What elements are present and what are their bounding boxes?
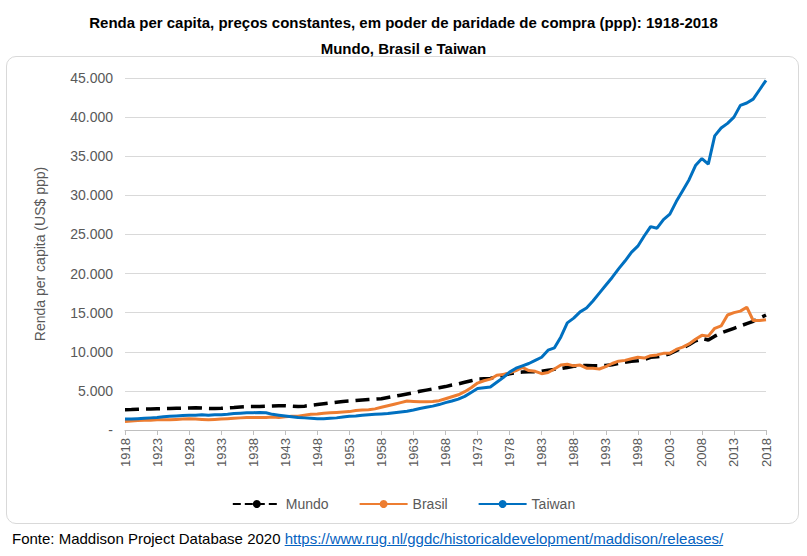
svg-text:1953: 1953 [342,438,357,467]
svg-text:Taiwan: Taiwan [532,496,576,512]
svg-text:Mundo, Brasil e Taiwan: Mundo, Brasil e Taiwan [321,40,487,57]
svg-text:2008: 2008 [694,438,709,467]
svg-text:1988: 1988 [566,438,581,467]
svg-text:40.000: 40.000 [70,109,113,125]
svg-text:-: - [108,422,113,438]
svg-text:Renda per capita (US$ ppp): Renda per capita (US$ ppp) [32,167,48,341]
svg-text:1963: 1963 [406,438,421,467]
svg-text:1928: 1928 [182,438,197,467]
svg-text:1968: 1968 [438,438,453,467]
svg-text:Brasil: Brasil [413,496,448,512]
svg-text:1983: 1983 [534,438,549,467]
svg-text:25.000: 25.000 [70,226,113,242]
svg-text:1978: 1978 [502,438,517,467]
svg-text:1943: 1943 [278,438,293,467]
svg-text:1948: 1948 [310,438,325,467]
html-text:Fonte: Maddison Project Databa: Fonte: Maddison Project Database 2020 ht… [12,530,724,547]
svg-text:1958: 1958 [374,438,389,467]
svg-text:Renda per capita, preços const: Renda per capita, preços constantes, em … [89,14,718,31]
svg-text:1993: 1993 [598,438,613,467]
svg-text:1938: 1938 [246,438,261,467]
svg-text:1923: 1923 [150,438,165,467]
svg-text:Mundo: Mundo [286,496,329,512]
svg-text:15.000: 15.000 [70,305,113,321]
svg-text:20.000: 20.000 [70,266,113,282]
svg-text:2018: 2018 [759,438,774,467]
svg-text:1998: 1998 [630,438,645,467]
svg-text:45.000: 45.000 [70,70,113,86]
svg-text:2013: 2013 [726,438,741,467]
svg-text:2003: 2003 [662,438,677,467]
svg-text:1973: 1973 [470,438,485,467]
svg-text:30.000: 30.000 [70,187,113,203]
svg-text:1933: 1933 [214,438,229,467]
svg-text:35.000: 35.000 [70,148,113,164]
svg-text:1918: 1918 [118,438,133,467]
svg-text:10.000: 10.000 [70,344,113,360]
svg-text:5.000: 5.000 [78,383,113,399]
